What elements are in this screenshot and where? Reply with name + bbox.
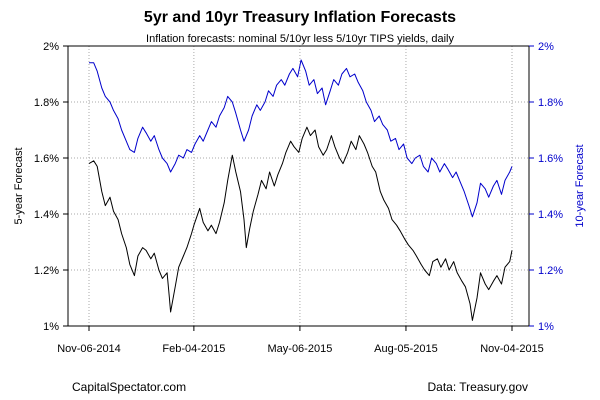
y-axis-left-label: 5-year Forecast (13, 147, 25, 224)
y-tick-label-right: 1.2% (538, 265, 563, 277)
plot-frame (67, 45, 530, 327)
chart-subtitle: Inflation forecasts: nominal 5/10yr less… (146, 33, 454, 45)
y-tick-label-left: 1% (43, 321, 59, 333)
y-axis-left: 1% 1.2% 1.4% 1.6% 1.8% 2% (34, 41, 68, 333)
y-tick-label-right: 1.6% (538, 153, 563, 165)
x-tick-label: Nov-06-2014 (57, 343, 121, 355)
x-axis: Nov-06-2014 Feb-04-2015 May-06-2015 Aug-05-… (57, 326, 544, 355)
y-tick-label-right: 1.8% (538, 97, 563, 109)
y-tick-label-right: 2% (538, 41, 554, 53)
y-tick-label-right: 1.4% (538, 209, 563, 221)
footer-source-left: CapitalSpectator.com (72, 380, 186, 394)
y-tick-label-right: 1% (538, 321, 554, 333)
x-tick-label: Aug-05-2015 (374, 343, 438, 355)
y-tick-label-left: 2% (43, 41, 59, 53)
x-tick-label: May-06-2015 (268, 343, 333, 355)
y-tick-label-left: 1.6% (34, 153, 59, 165)
series-line-10yr (89, 59, 513, 218)
grid-lines (68, 45, 529, 327)
footer-source-right: Data: Treasury.gov (428, 380, 529, 394)
y-tick-label-left: 1.8% (34, 97, 59, 109)
series-lines (88, 59, 513, 321)
y-axis-right-label: 10-year Forecast (574, 144, 586, 227)
x-tick-label: Nov-04-2015 (480, 343, 544, 355)
y-axis-right: 1% 1.2% 1.4% 1.6% 1.8% 2% (529, 41, 563, 333)
series-line-5yr (88, 126, 513, 321)
chart-title: 5yr and 10yr Treasury Inflation Forecast… (144, 9, 456, 26)
y-tick-label-left: 1.2% (34, 265, 59, 277)
y-tick-label-left: 1.4% (34, 209, 59, 221)
x-tick-label: Feb-04-2015 (162, 343, 225, 355)
